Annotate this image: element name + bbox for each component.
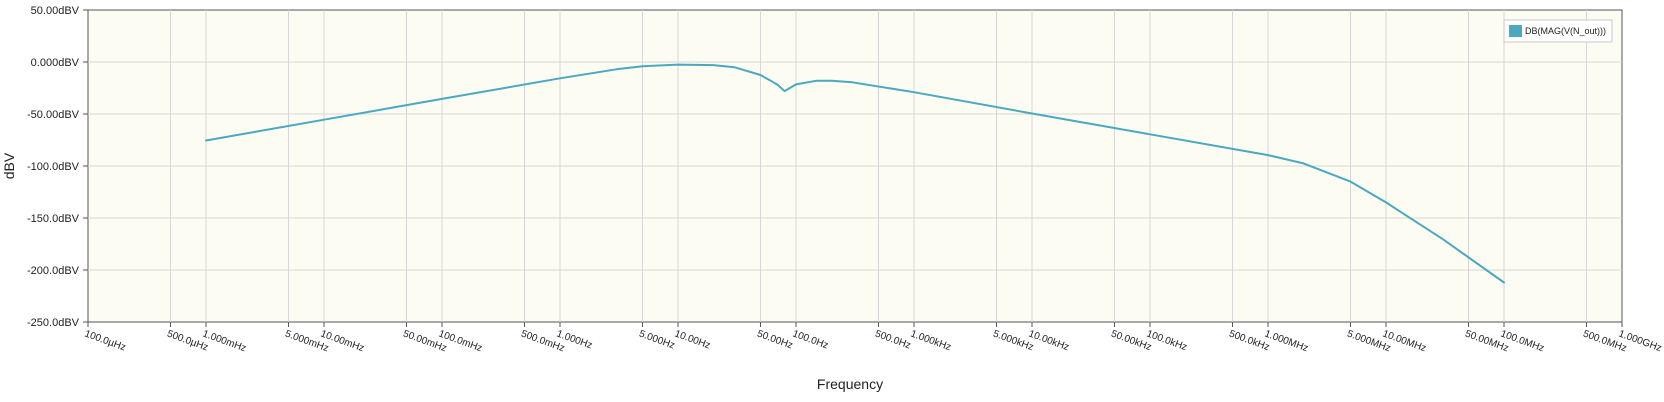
legend-label: DB(MAG(V(N_out))) <box>1525 26 1606 36</box>
legend-swatch <box>1509 25 1522 37</box>
y-tick-label: -150.0dBV <box>27 213 80 225</box>
x-tick-label: 100.0Hz <box>791 328 830 351</box>
grid <box>88 10 1622 322</box>
x-tick-label: 5.000Hz <box>637 328 676 351</box>
x-tick-label: 1.000mHz <box>201 328 248 354</box>
x-tick-label: 1.000MHz <box>1263 328 1310 354</box>
x-tick-label: 500.0Hz <box>873 328 912 351</box>
legend-box <box>1503 19 1613 43</box>
y-tick-label: 0.000dBV <box>31 57 80 69</box>
x-axis-title: Frequency <box>817 376 883 392</box>
y-axis-title: dBV <box>1 152 17 179</box>
x-tick-label: 1.000kHz <box>909 328 952 353</box>
y-tick-label: 50.00dBV <box>31 5 80 17</box>
x-tick-label: 100.0µHz <box>83 328 127 353</box>
x-tick-label: 100.0kHz <box>1145 328 1188 353</box>
x-tick-label: 50.00Hz <box>755 328 794 351</box>
legend: DB(MAG(V(N_out))) <box>1503 19 1613 43</box>
y-axis-ticks: 50.00dBV 0.000dBV -50.00dBV -100.0dBV -150.0… <box>27 5 88 329</box>
y-tick-label: -50.00dBV <box>27 109 80 121</box>
x-tick-label: 10.00kHz <box>1027 328 1070 353</box>
y-tick-label: -100.0dBV <box>27 161 80 173</box>
series-layer <box>205 63 1505 284</box>
x-tick-label: 10.00Hz <box>673 328 712 351</box>
y-tick-label: -200.0dBV <box>27 265 80 277</box>
series-line <box>205 63 1505 284</box>
y-tick-label: -250.0dBV <box>27 317 80 329</box>
